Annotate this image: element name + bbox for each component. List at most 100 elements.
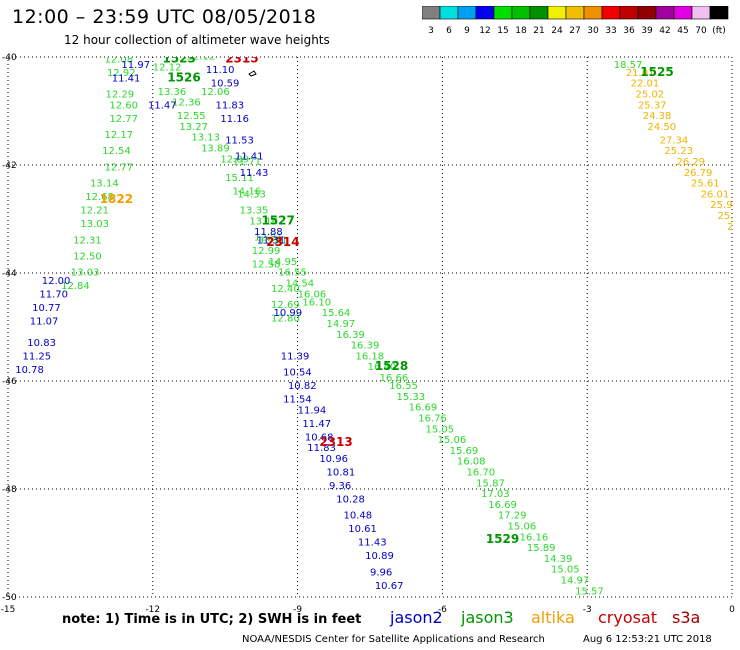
swh-value-label: 11.53 bbox=[225, 135, 254, 146]
swh-value-label: 12.69 bbox=[271, 300, 300, 311]
pass-time-label: 1524 bbox=[626, 46, 659, 60]
swh-value-label: 10.59 bbox=[211, 79, 240, 90]
scale-label: (ft) bbox=[712, 26, 726, 36]
swh-value-label: 16.76 bbox=[418, 414, 447, 425]
swh-value-label: 10.61 bbox=[348, 524, 377, 535]
swh-value-label: 25.2 bbox=[727, 222, 740, 233]
x-tick-label: -15 bbox=[1, 605, 16, 615]
swh-value-label: 15.05 bbox=[551, 565, 580, 576]
swh-value-label: 11.16 bbox=[220, 114, 249, 125]
swh-value-label: 12.00 bbox=[42, 276, 71, 287]
swh-value-label: 10.78 bbox=[15, 365, 44, 376]
swh-value-label: 12.12 bbox=[153, 63, 182, 74]
swh-value-label: 13.03 bbox=[80, 219, 109, 230]
scale-label: 3 bbox=[428, 26, 434, 36]
swh-value-label: 11.47 bbox=[302, 419, 331, 430]
swh-value-label: 10.82 bbox=[288, 381, 317, 392]
swh-value-label: 22.01 bbox=[631, 79, 660, 90]
y-tick-label: -46 bbox=[2, 377, 17, 387]
swh-value-label: 25.5 bbox=[718, 211, 740, 222]
swh-value-label: 13.89 bbox=[201, 144, 230, 155]
swh-value-label: 15.06 bbox=[508, 522, 537, 533]
swh-value-label: 12.84 bbox=[61, 281, 90, 292]
swh-value-label: 11.43 bbox=[240, 168, 269, 179]
swh-value-label: 14.97 bbox=[327, 319, 356, 330]
swh-value-label: 11.47 bbox=[148, 100, 177, 111]
swh-value-label: 16.66 bbox=[380, 373, 409, 384]
swh-value-label: 11.25 bbox=[22, 351, 51, 362]
swh-value-label: 25.37 bbox=[638, 100, 667, 111]
swh-value-label: 11.31 bbox=[257, 235, 286, 246]
swh-value-label: 12.08 bbox=[105, 54, 134, 65]
pass-time-label: 1529 bbox=[486, 532, 519, 546]
credit-text: NOAA/NESDIS Center for Satellite Applica… bbox=[242, 634, 545, 645]
pass-time-label: 1525 bbox=[640, 65, 673, 79]
swh-value-label: 12.40 bbox=[271, 284, 300, 295]
pass-time-label: 2315 bbox=[225, 51, 258, 65]
swh-value-label: 13.35 bbox=[240, 206, 269, 217]
swh-value-label: 25.23 bbox=[664, 146, 693, 157]
swh-value-label: 12.06 bbox=[201, 87, 230, 98]
scale-label: 12 bbox=[479, 26, 490, 36]
swh-value-label: 12.55 bbox=[177, 111, 206, 122]
x-tick-label: 0 bbox=[729, 605, 735, 615]
legend-cryosat: cryosat bbox=[598, 608, 658, 627]
swh-value-label: 10.48 bbox=[343, 511, 372, 522]
swh-value-label: 24.50 bbox=[648, 122, 677, 133]
swh-value-label: 16.06 bbox=[298, 289, 327, 300]
swh-value-label: 12.54 bbox=[102, 146, 131, 157]
x-tick-label: -12 bbox=[145, 605, 160, 615]
scale-label: 39 bbox=[641, 26, 653, 36]
swh-value-label: 16.55 bbox=[389, 381, 418, 392]
swh-value-label: 16.69 bbox=[409, 403, 438, 414]
swh-value-label: 15.64 bbox=[322, 308, 351, 319]
swh-value-label: 14.95 bbox=[269, 257, 298, 268]
swh-value-label: 11.39 bbox=[281, 351, 310, 362]
pass-time-label: 1526 bbox=[167, 70, 200, 84]
pass-time-label: 1821 bbox=[153, 46, 186, 60]
legend-jason3: jason3 bbox=[461, 608, 514, 627]
swh-value-label: 25.02 bbox=[635, 90, 664, 101]
swh-value-label: 12.77 bbox=[105, 162, 134, 173]
swh-value-label: 9.36 bbox=[329, 481, 351, 492]
swh-value-label: 11.83 bbox=[307, 443, 336, 454]
legend-altika: altika bbox=[531, 608, 575, 627]
swh-value-label: 14.16 bbox=[232, 187, 261, 198]
y-tick-label: -50 bbox=[2, 593, 17, 603]
x-tick-label: -6 bbox=[438, 605, 447, 615]
swh-value-label: 15.06 bbox=[438, 435, 467, 446]
swh-value-label: 13.27 bbox=[179, 122, 208, 133]
swh-value-label: 10.95 bbox=[384, 597, 413, 608]
swh-value-label: 11.07 bbox=[30, 316, 59, 327]
swh-value-label: 15.11 bbox=[225, 173, 254, 184]
swh-value-label: 10.96 bbox=[319, 454, 348, 465]
scale-swatch bbox=[709, 6, 729, 20]
swh-value-label: 13.14 bbox=[90, 179, 119, 190]
swh-value-label: 13.81 bbox=[259, 235, 288, 246]
swh-value-label: 12.60 bbox=[109, 100, 138, 111]
swh-value-label: 18.57 bbox=[614, 60, 643, 71]
swh-value-label: 12.58 bbox=[252, 260, 281, 271]
swh-value-label: 10.28 bbox=[336, 495, 365, 506]
swh-value-label: 10.67 bbox=[375, 581, 404, 592]
swh-value-label: 10.81 bbox=[327, 468, 356, 479]
swh-value-label: 16.69 bbox=[488, 500, 517, 511]
swh-value-label: 12.36 bbox=[172, 98, 201, 109]
swh-value-label: 26.29 bbox=[676, 157, 705, 168]
scale-label: 45 bbox=[677, 26, 688, 36]
pass-time-label: 2313 bbox=[319, 435, 352, 449]
swh-value-label: 12.31 bbox=[73, 235, 102, 246]
swh-value-label: 16.39 bbox=[336, 330, 365, 341]
swh-value-label: 10.54 bbox=[283, 368, 312, 379]
swh-value-label: 11.97 bbox=[121, 60, 150, 71]
scale-label: 36 bbox=[623, 26, 635, 36]
swh-value-label: 10.77 bbox=[32, 303, 61, 314]
swh-value-label: 16.10 bbox=[302, 297, 331, 308]
x-tick-label: -3 bbox=[583, 605, 592, 615]
swh-value-label: 11.41 bbox=[112, 73, 141, 84]
swh-value-label: 12.50 bbox=[73, 252, 102, 263]
swh-value-label: 10.99 bbox=[273, 308, 302, 319]
swh-value-label: 25.61 bbox=[691, 179, 720, 190]
swh-value-label: 11.41 bbox=[235, 152, 264, 163]
